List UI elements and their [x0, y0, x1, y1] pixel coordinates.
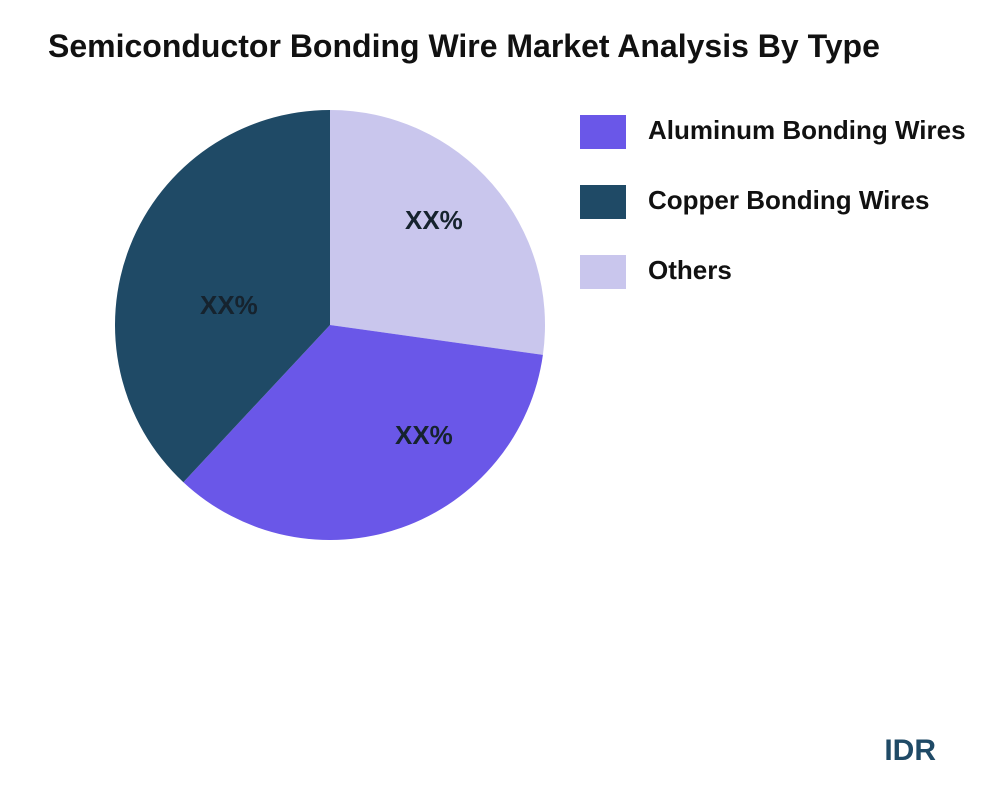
legend-label: Aluminum Bonding Wires — [648, 115, 966, 146]
legend-label: Others — [648, 255, 732, 286]
slice-label: XX% — [405, 205, 463, 236]
legend-item: Aluminum Bonding Wires — [580, 115, 966, 149]
legend-label: Copper Bonding Wires — [648, 185, 929, 216]
legend-item: Others — [580, 255, 966, 289]
pie-chart: XX% XX% XX% — [115, 110, 545, 545]
legend-item: Copper Bonding Wires — [580, 185, 966, 219]
chart-title: Semiconductor Bonding Wire Market Analys… — [48, 28, 880, 65]
legend-swatch — [580, 185, 626, 219]
footer-brand: IDR — [884, 734, 936, 768]
slice-label: XX% — [200, 290, 258, 321]
legend: Aluminum Bonding Wires Copper Bonding Wir… — [580, 115, 966, 325]
legend-swatch — [580, 255, 626, 289]
legend-swatch — [580, 115, 626, 149]
slice-label: XX% — [395, 420, 453, 451]
